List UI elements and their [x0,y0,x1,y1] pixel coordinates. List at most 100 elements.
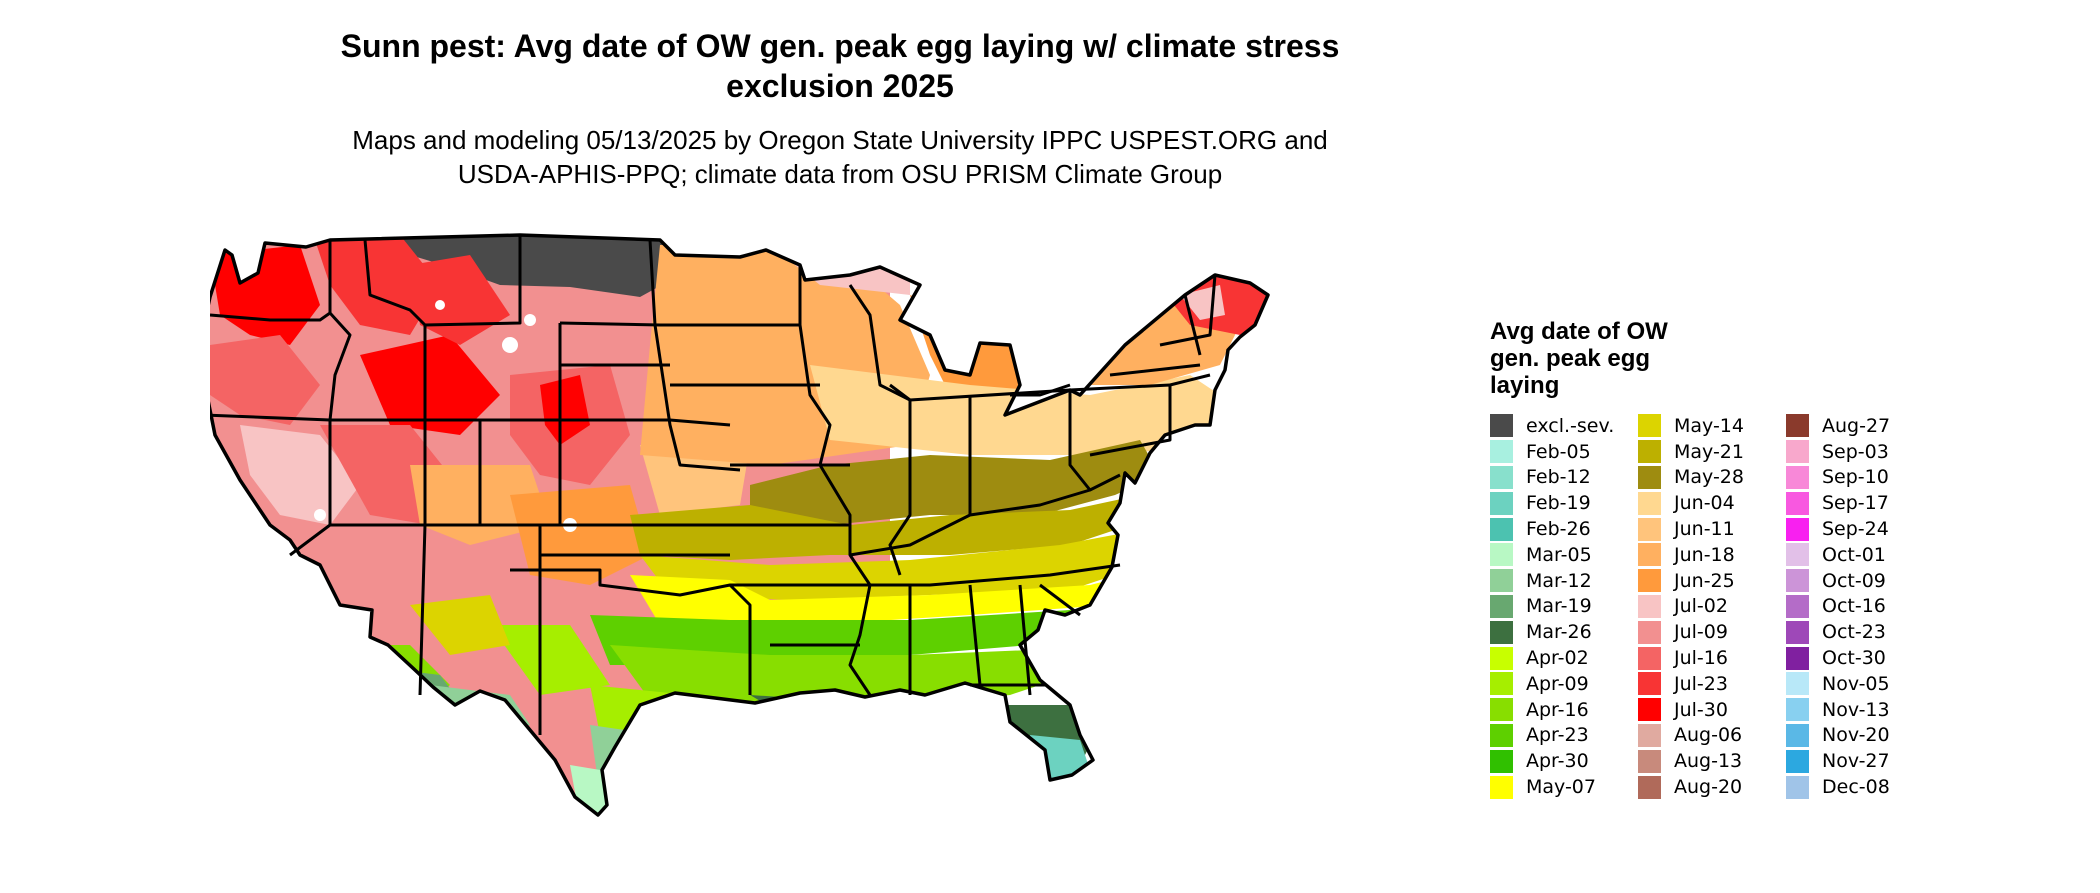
legend-title-line2: gen. peak egg [1490,345,1651,372]
legend-swatch [1490,543,1513,567]
legend-item: Sep-03 [1786,439,1920,465]
map-subtitle-line2: USDA-APHIS-PPQ; climate data from OSU PR… [457,159,1223,189]
legend-item: Nov-20 [1786,723,1920,749]
legend-item: Jun-11 [1638,516,1772,542]
legend-item: Jun-18 [1638,542,1772,568]
legend-label: Nov-13 [1822,698,1890,721]
legend-label: Sep-03 [1822,440,1889,463]
legend-label: Jul-30 [1674,698,1728,721]
legend-swatch [1786,465,1809,489]
map-title-line1: Sunn pest: Avg date of OW gen. peak egg … [340,28,1340,64]
legend-item: Mar-19 [1490,594,1624,620]
legend-swatch [1786,646,1809,670]
legend-swatch [1786,749,1809,773]
legend-label: Jun-18 [1674,543,1735,566]
legend-item: Oct-09 [1786,568,1920,594]
legend-label: Nov-20 [1822,724,1890,747]
legend-item: Sep-10 [1786,465,1920,491]
legend-swatch [1490,775,1513,799]
map-title: Sunn pest: Avg date of OW gen. peak egg … [250,26,1430,106]
legend-item: Dec-08 [1786,774,1920,800]
legend-item: Mar-12 [1490,568,1624,594]
legend-label: Aug-27 [1822,414,1891,437]
map-title-line2: exclusion 2025 [726,68,954,104]
legend-label: Dec-08 [1822,776,1890,799]
legend-label: Oct-09 [1822,569,1886,592]
legend-column: Aug-27 Sep-03 Sep-10 Sep-17 Sep-24 Oct-01 Oct-… [1786,413,1920,800]
legend-label: Jun-11 [1674,518,1735,541]
legend-swatch [1786,414,1809,438]
legend-item: Oct-23 [1786,619,1920,645]
legend-label: May-07 [1526,776,1596,799]
legend-item: Sep-17 [1786,490,1920,516]
legend-label: Feb-12 [1526,466,1591,489]
legend-label: Apr-30 [1526,750,1589,773]
legend-swatch [1490,672,1513,696]
legend-label: May-21 [1674,440,1744,463]
legend-label: Jul-23 [1674,672,1728,695]
legend-title: Avg date of OW gen. peak egg laying [1490,318,1720,399]
legend-swatch [1638,594,1661,618]
legend-item: May-28 [1638,465,1772,491]
legend-label: Oct-23 [1822,621,1886,644]
legend-label: Aug-06 [1674,724,1743,747]
legend-label: Apr-09 [1526,672,1589,695]
legend-item: Feb-19 [1490,490,1624,516]
legend-item: Aug-13 [1638,748,1772,774]
legend: Avg date of OW gen. peak egg laying excl… [1490,318,2090,800]
legend-item: Jul-09 [1638,619,1772,645]
legend-swatch [1490,620,1513,644]
legend-item: Oct-30 [1786,645,1920,671]
legend-label: Jun-04 [1674,492,1735,515]
legend-item: Oct-01 [1786,542,1920,568]
legend-swatch [1638,465,1661,489]
legend-swatch [1786,723,1809,747]
legend-swatch [1490,465,1513,489]
legend-swatch [1638,517,1661,541]
us-outline [210,233,1270,817]
legend-label: Apr-23 [1526,724,1589,747]
legend-label: Apr-02 [1526,647,1589,670]
legend-swatch [1786,620,1809,644]
legend-item: Jun-25 [1638,568,1772,594]
legend-label: Sep-10 [1822,466,1889,489]
legend-label: Sep-24 [1822,518,1889,541]
legend-item: Mar-05 [1490,542,1624,568]
legend-label: Sep-17 [1822,492,1889,515]
legend-swatch [1786,543,1809,567]
map-subtitle: Maps and modeling 05/13/2025 by Oregon S… [250,123,1430,191]
legend-label: Feb-05 [1526,440,1591,463]
legend-label: May-28 [1674,466,1744,489]
legend-swatch [1638,749,1661,773]
legend-swatch [1490,569,1513,593]
us-map [210,233,1270,817]
legend-swatch [1638,543,1661,567]
legend-label: Mar-19 [1526,595,1592,618]
legend-swatch [1638,672,1661,696]
map-subtitle-line1: Maps and modeling 05/13/2025 by Oregon S… [352,125,1328,155]
legend-label: Mar-12 [1526,569,1592,592]
legend-label: Oct-01 [1822,543,1886,566]
legend-label: Jul-16 [1674,647,1728,670]
legend-item: Feb-05 [1490,439,1624,465]
legend-item: Mar-26 [1490,619,1624,645]
legend-swatch [1490,594,1513,618]
legend-item: Aug-27 [1786,413,1920,439]
legend-item: excl.-sev. [1490,413,1624,439]
legend-swatch [1786,517,1809,541]
legend-swatch [1490,749,1513,773]
legend-label: Mar-05 [1526,543,1592,566]
legend-item: Feb-12 [1490,465,1624,491]
legend-label: Jul-02 [1674,595,1728,618]
legend-swatch [1786,775,1809,799]
legend-label: Jul-09 [1674,621,1728,644]
legend-item: Jul-23 [1638,671,1772,697]
legend-item: Apr-30 [1490,748,1624,774]
legend-swatch [1490,517,1513,541]
legend-label: Nov-05 [1822,672,1890,695]
legend-swatch [1490,491,1513,515]
legend-item: Apr-02 [1490,645,1624,671]
legend-label: Nov-27 [1822,750,1890,773]
legend-item: May-14 [1638,413,1772,439]
map-fill [210,235,1268,815]
